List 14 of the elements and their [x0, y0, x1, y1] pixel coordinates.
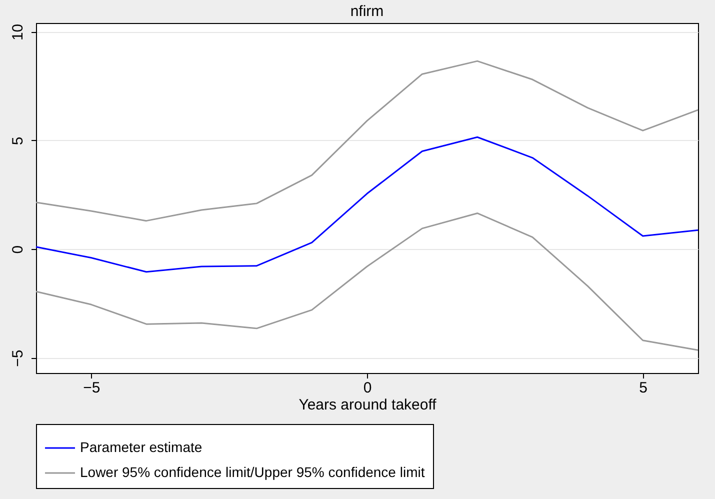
- x-tick-label: 0: [363, 380, 372, 396]
- x-tick-label: −5: [83, 380, 100, 396]
- line-series: [35, 136, 699, 273]
- legend-label: Parameter estimate: [80, 439, 202, 455]
- y-tick-label: 0: [10, 245, 26, 254]
- x-axis-title: Years around takeoff: [298, 396, 438, 414]
- chart-title: nfirm: [350, 3, 384, 20]
- line-series: [35, 60, 699, 222]
- legend-label: Lower 95% confidence limit/Upper 95% confidence limit: [80, 464, 425, 480]
- y-tick-label: −5: [10, 350, 26, 367]
- x-tick-label: 5: [639, 380, 648, 396]
- line-series: [35, 212, 699, 351]
- y-tick-label: 5: [10, 136, 26, 146]
- y-tick-label: 10: [10, 24, 26, 41]
